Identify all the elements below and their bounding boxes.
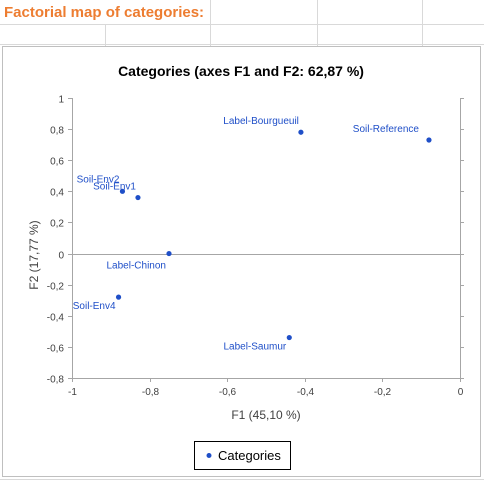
data-label: Soil-Env2 [77,174,120,185]
data-label: Soil-Env4 [73,301,116,312]
legend[interactable]: Categories [194,441,291,470]
x-tick-label: -0,6 [219,387,237,398]
chart-area[interactable]: Categories (axes F1 and F2: 62,87 %) 1 0,… [2,46,481,477]
data-point [119,188,126,194]
data-point [286,334,292,341]
data-point [426,137,432,143]
x-tick-label: -0,8 [142,387,160,398]
y-tick-label: 0,2 [50,219,64,230]
x-tick-label: -0,4 [297,387,315,398]
y-tick-label: 0 [58,251,64,262]
y-tick-label: 1 [58,95,64,106]
data-label: Label-Bourgueuil [223,116,299,127]
y-tick-label: 0,8 [50,126,64,137]
data-label: Label-Chinon [107,261,167,272]
y-tick-label: -0,6 [47,344,65,355]
plot-area: 10,80,60,40,20-0,2-0,4-0,6-0,8-1 -0,8 -0,6… [47,95,464,398]
data-label: Soil-Reference [353,124,420,135]
x-tick-label: -1 [68,387,77,398]
data-point [135,194,141,201]
data-label: Soil-Env1 [93,182,136,193]
data-point [115,294,122,300]
y-tick-label: -0,2 [47,282,65,293]
data-point [298,129,304,135]
x-tick-label: -0,2 [374,387,392,398]
sheet-title: Factorial map of categories: [4,4,205,21]
y-tick-label: 0,6 [50,157,64,168]
legend-marker [206,453,212,458]
data-point [166,250,172,257]
y-axis-title: F2 (17,77 %) [27,220,41,289]
data-label: Label-Saumur [223,342,286,353]
chart-title: Categories (axes F1 and F2: 62,87 %) [118,63,364,79]
y-tick-label: -0,8 [47,375,65,386]
x-tick-label: 0 [458,387,464,398]
y-tick-label: -0,4 [47,313,65,324]
scatter-chart: Categories (axes F1 and F2: 62,87 %) 1 0,… [27,63,464,470]
y-tick-label: 0,4 [50,188,64,199]
legend-label: Categories [218,448,281,463]
x-axis-title: F1 (45,10 %) [231,408,300,422]
